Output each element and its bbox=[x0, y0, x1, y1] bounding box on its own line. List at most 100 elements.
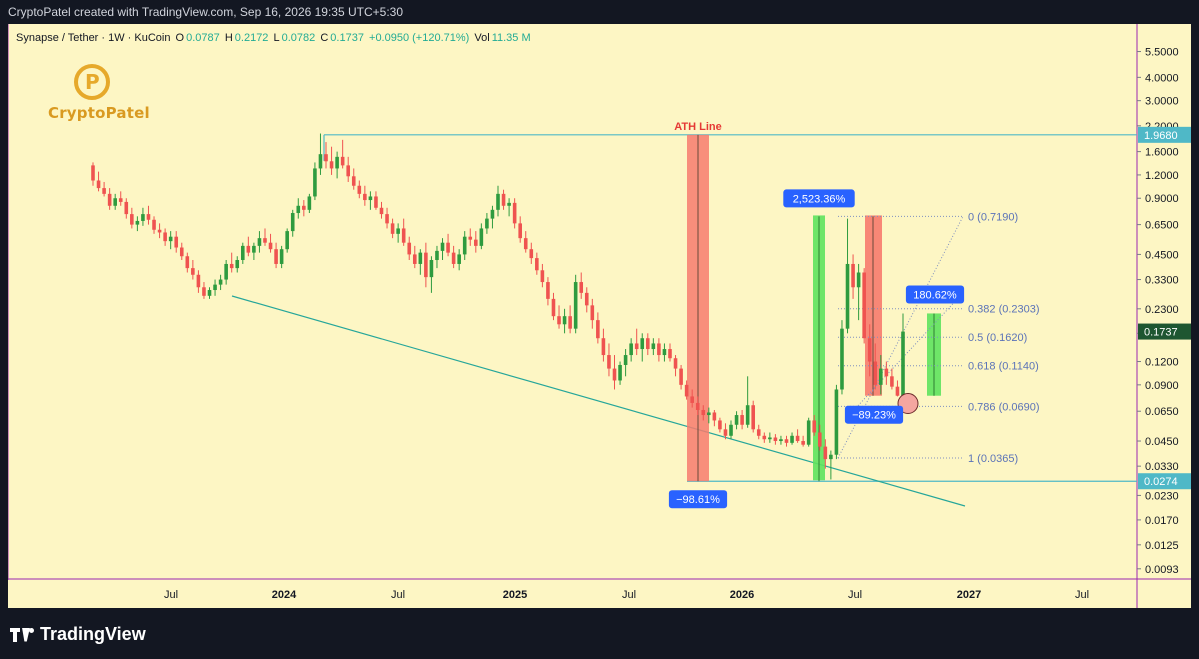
candle-body bbox=[224, 263, 228, 280]
candle-body bbox=[118, 198, 123, 202]
chart-header: CryptoPatel created with TradingView.com… bbox=[0, 0, 1199, 24]
y-tick-label: 5.5000 bbox=[1145, 47, 1179, 59]
candle-body bbox=[734, 415, 739, 425]
close-label: C bbox=[320, 32, 329, 44]
candle-body bbox=[523, 238, 528, 250]
candle-body bbox=[313, 168, 317, 197]
candle-body bbox=[867, 338, 872, 362]
candle-body bbox=[584, 292, 589, 306]
y-tick-label: 0.0330 bbox=[1145, 461, 1179, 473]
candle-body bbox=[745, 405, 750, 425]
candle-body bbox=[690, 396, 694, 403]
candle-body bbox=[568, 316, 572, 329]
watermark-logo: CryptoPatel bbox=[48, 64, 150, 144]
fib-level-label: 0.618 (0.1140) bbox=[968, 361, 1039, 373]
candle-body bbox=[96, 180, 101, 189]
fib-level-label: 0.786 (0.0690) bbox=[968, 401, 1040, 413]
tradingview-brand: TradingView bbox=[40, 624, 146, 644]
x-tick-label: 2024 bbox=[272, 589, 297, 601]
candle-body bbox=[440, 242, 445, 251]
candle-body bbox=[363, 193, 367, 201]
target-percent-label-bg bbox=[905, 285, 965, 304]
candle-body bbox=[285, 231, 289, 250]
price-tag-bg bbox=[1138, 323, 1191, 340]
candle-body bbox=[130, 214, 134, 225]
candle-body bbox=[673, 358, 678, 369]
footer-bar: TradingView bbox=[0, 608, 1199, 659]
candle-body bbox=[784, 439, 789, 443]
candle-body bbox=[401, 228, 406, 243]
candle-body bbox=[124, 201, 129, 215]
candle-body bbox=[290, 213, 295, 232]
candle-body bbox=[712, 412, 717, 421]
candle-body bbox=[324, 154, 328, 162]
header-text: CryptoPatel created with TradingView.com… bbox=[8, 5, 404, 19]
candle-body bbox=[840, 328, 844, 390]
candle-body bbox=[879, 368, 883, 385]
candle-body bbox=[135, 220, 140, 225]
candle-body bbox=[795, 435, 800, 442]
candle-body bbox=[357, 185, 362, 194]
candle-body bbox=[485, 218, 489, 229]
candle-body bbox=[623, 355, 628, 365]
candle-body bbox=[535, 258, 539, 271]
candle-body bbox=[756, 429, 761, 436]
candle-body bbox=[829, 454, 833, 460]
price-tag-label: 0.1737 bbox=[1144, 327, 1178, 339]
y-tick-label: 0.4500 bbox=[1145, 249, 1179, 261]
candle-body bbox=[329, 161, 334, 169]
high-value: 0.2172 bbox=[234, 32, 269, 44]
candle-body bbox=[424, 252, 428, 278]
candle-body bbox=[779, 439, 783, 442]
drawdown-percent-label: −98.61% bbox=[676, 494, 720, 506]
price-chart[interactable]: 5.50004.00003.00002.20001.60001.20000.90… bbox=[8, 24, 1191, 608]
candle-body bbox=[512, 202, 517, 224]
y-tick-label: 0.0230 bbox=[1145, 490, 1179, 502]
candle-body bbox=[768, 437, 772, 440]
low-label: L bbox=[273, 32, 280, 44]
candle-body bbox=[457, 254, 461, 264]
candle-body bbox=[302, 205, 306, 210]
y-tick-label: 1.6000 bbox=[1145, 147, 1179, 159]
y-tick-label: 0.0450 bbox=[1145, 436, 1179, 448]
candle-body bbox=[474, 239, 478, 246]
candle-body bbox=[468, 236, 473, 240]
x-tick-label: Jul bbox=[1075, 589, 1089, 601]
candle-body bbox=[662, 349, 667, 356]
candle-body bbox=[773, 437, 778, 442]
candle-body bbox=[740, 415, 744, 425]
candle-body bbox=[235, 260, 240, 269]
y-tick-label: 4.0000 bbox=[1145, 72, 1179, 84]
candle-body bbox=[385, 214, 389, 224]
candle-body bbox=[640, 338, 645, 350]
tradingview-logo[interactable]: TradingView bbox=[10, 624, 146, 645]
candle-body bbox=[412, 254, 417, 264]
logo-coin-icon bbox=[74, 64, 110, 100]
candle-body bbox=[229, 263, 234, 269]
candle-body bbox=[185, 256, 190, 269]
candle-body bbox=[152, 219, 156, 230]
candle-body bbox=[540, 270, 545, 283]
candle-body bbox=[102, 188, 106, 194]
y-tick-label: 0.0900 bbox=[1145, 380, 1179, 392]
candle-body bbox=[351, 176, 356, 186]
close-value: 0.1737 bbox=[330, 32, 364, 44]
x-tick-label: Jul bbox=[622, 589, 636, 601]
candle-body bbox=[529, 249, 534, 259]
candle-body bbox=[274, 249, 278, 264]
candle-body bbox=[263, 238, 267, 243]
chart-frame[interactable]: 5.5000 4.0000 3.0000 2.2000 1.6000 1.2000 0.90… bbox=[8, 24, 1191, 608]
candle-body bbox=[601, 338, 606, 356]
candle-body bbox=[823, 446, 828, 460]
candle-body bbox=[634, 343, 639, 350]
candle-body bbox=[573, 282, 578, 329]
candle-body bbox=[407, 242, 412, 255]
candle-body bbox=[107, 193, 112, 206]
candle-body bbox=[462, 236, 467, 255]
candle-body bbox=[629, 343, 633, 356]
y-tick-label: 0.0125 bbox=[1145, 540, 1179, 552]
candle-body bbox=[612, 368, 617, 381]
candle-body bbox=[895, 386, 900, 396]
tradingview-icon bbox=[10, 627, 36, 642]
candle-body bbox=[340, 156, 345, 166]
